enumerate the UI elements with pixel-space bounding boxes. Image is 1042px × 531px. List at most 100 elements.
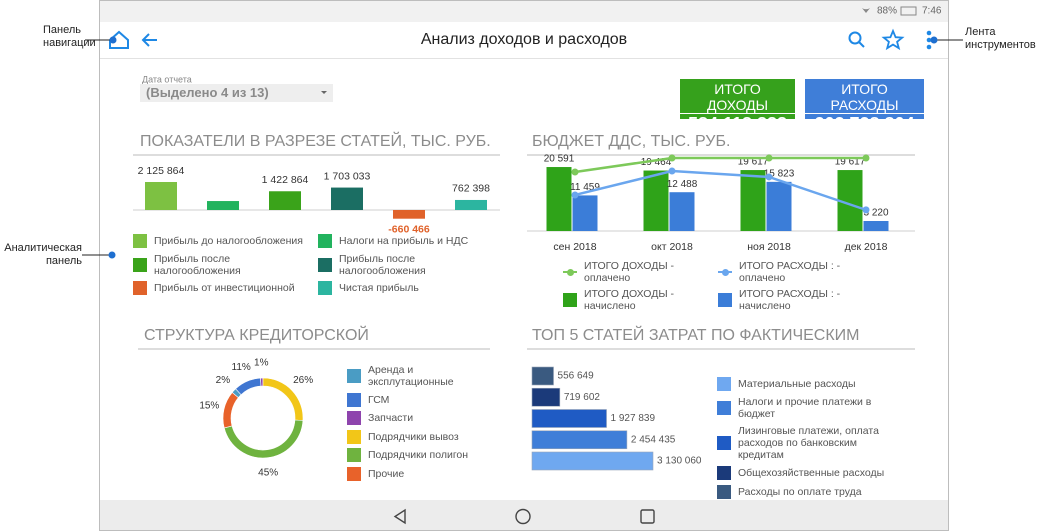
legend-item: Запчасти	[347, 411, 497, 426]
legend-item: Материальные расходы	[717, 377, 902, 391]
legend-swatch	[717, 436, 731, 450]
legend-label: ИТОГО ДОХОДЫ - оплачено	[584, 260, 675, 284]
value-label: 2 454 435	[631, 434, 676, 445]
status-bar	[100, 1, 948, 22]
back-button[interactable]	[141, 33, 157, 47]
value-label: 45%	[258, 467, 278, 478]
legend-swatch	[717, 485, 731, 499]
value-label: 19 617	[835, 157, 866, 168]
legend-dot	[566, 268, 574, 276]
home-button[interactable]	[109, 30, 129, 49]
legend-label: ГСМ	[368, 393, 390, 406]
bar	[393, 210, 425, 219]
legend-swatch	[347, 466, 361, 481]
nav-home[interactable]	[515, 508, 531, 525]
legend-label: Прибыль после налогообложения	[339, 252, 426, 277]
legend-dot	[721, 268, 729, 276]
legend-item: Лизинговые платежи, оплата расходов по б…	[717, 425, 902, 461]
legend-label: Запчасти	[368, 412, 414, 425]
legend-label: Налоги на прибыль и НДС	[339, 235, 469, 247]
value-label: 15 823	[764, 168, 795, 179]
value-label: 1 927 839	[611, 413, 656, 424]
bar	[531, 366, 554, 386]
bar	[531, 387, 561, 407]
battery-icon	[900, 6, 917, 16]
menu-button[interactable]	[926, 30, 932, 50]
bar	[531, 451, 654, 471]
legend-label: ИТОГО ДОХОДЫ - начислено	[584, 288, 675, 312]
chart-title: ТОП 5 СТАТЕЙ ЗАТРАТ ПО ФАКТИЧЕСКИМ	[532, 325, 859, 344]
legend: Прибыль до налогообложения Налоги на приб…	[133, 234, 503, 295]
legend-item: ИТОГО ДОХОДЫ - оплачено	[563, 260, 718, 284]
line-point	[862, 206, 870, 214]
value-label: 3 130 060	[657, 456, 702, 467]
chart-title-rules	[133, 154, 915, 350]
value-label: 3 220	[863, 208, 888, 219]
bar	[643, 170, 669, 231]
bar	[531, 409, 607, 428]
bar	[863, 220, 889, 231]
legend-item: Общехозяйственные расходы	[717, 466, 902, 480]
kpi-value: 584 118 888	[687, 114, 788, 134]
legend-label: Лизинговые платежи, оплата расходов по б…	[738, 425, 879, 461]
legend-swatch	[718, 265, 732, 279]
value-label: 26%	[293, 375, 313, 386]
value-label: 12 488	[667, 179, 698, 190]
line-point	[862, 154, 870, 162]
bar	[455, 199, 487, 210]
legend-item: Подрядчики полигон	[347, 448, 497, 463]
line-point	[668, 167, 676, 175]
value-label: 11%	[232, 362, 251, 373]
legend-label: Подрядчики вывоз	[368, 430, 459, 443]
filter-label: Дата отчета	[142, 74, 192, 84]
search-button[interactable]	[848, 31, 865, 48]
legend-item: ИТОГО РАСХОДЫ : - начислено	[718, 288, 873, 312]
filter-value: (Выделено 4 из 13)	[146, 85, 269, 100]
line-point	[765, 154, 773, 162]
value-label: 556 649	[558, 371, 595, 382]
legend-label: Прибыль после налогообложения	[154, 252, 241, 277]
line	[574, 169, 867, 212]
annotation-pointers	[82, 36, 963, 259]
value-label: 20 591	[544, 154, 575, 165]
app-title: Анализ доходов и расходов	[421, 31, 627, 48]
filter-dropdown[interactable]: (Выделено 4 из 13)	[140, 84, 333, 102]
value-label: 19 464	[641, 157, 672, 168]
bar	[531, 430, 628, 450]
legend-label: ИТОГО РАСХОДЫ : - оплачено	[739, 260, 841, 284]
legend: Аренда и эксплутационные ГСМ Запчасти Подря…	[347, 364, 497, 481]
annotation-analytics: Аналитическая панель	[4, 242, 82, 267]
legend-label: Подрядчики полигон	[368, 449, 469, 462]
legend-swatch	[717, 466, 731, 480]
legend-item: Подрядчики вывоз	[347, 429, 497, 444]
kpi-label: ИТОГО ДОХОДЫ	[680, 81, 795, 114]
legend-label: Аренда и эксплутационные	[368, 364, 454, 388]
value-label: 15%	[199, 401, 219, 412]
value-label: 19 617	[738, 157, 769, 168]
nav-back[interactable]	[393, 508, 406, 525]
legend-label: Чистая прибыль	[339, 282, 419, 294]
legend-label: ИТОГО РАСХОДЫ : - начислено	[739, 288, 841, 312]
legend-label: Прочие	[368, 467, 405, 480]
battery-level: 88%	[877, 6, 897, 17]
legend-swatch	[133, 234, 147, 248]
value-label: 1 703 033	[324, 170, 371, 182]
legend-swatch	[717, 401, 731, 415]
legend-item: ИТОГО РАСХОДЫ : - оплачено	[718, 260, 873, 284]
legend: ИТОГО ДОХОДЫ - оплачено ИТОГО РАСХОДЫ : -…	[563, 260, 873, 312]
chart-title: ПОКАЗАТЕЛИ В РАЗРЕЗЕ СТАТЕЙ, ТЫС. РУБ.	[140, 131, 491, 150]
nav-recent[interactable]	[640, 509, 655, 524]
x-tick-label: дек 2018	[845, 241, 888, 253]
pie-slice	[260, 377, 264, 387]
legend-swatch	[717, 377, 731, 391]
legend-item: Прочие	[347, 466, 497, 481]
legend-swatch	[133, 257, 147, 272]
kpi-tile: ИТОГО ДОХОДЫ 584 118 888	[680, 79, 795, 134]
bar	[766, 181, 792, 231]
bar	[331, 187, 363, 210]
legend-swatch	[318, 234, 332, 248]
value-label: 2%	[216, 375, 231, 386]
favorite-button[interactable]	[881, 28, 905, 51]
legend-item: Расходы по оплате труда	[717, 485, 902, 499]
line-point	[765, 173, 773, 181]
